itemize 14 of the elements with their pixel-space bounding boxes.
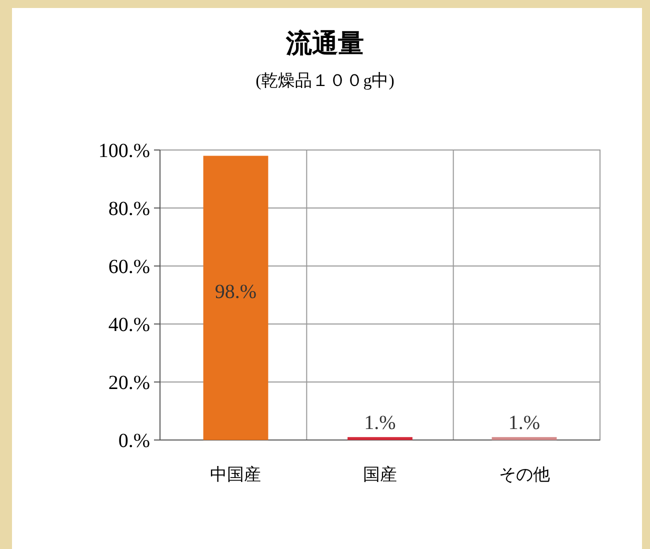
x-tick-label: 国産 — [363, 465, 397, 484]
data-label: 98.% — [214, 280, 257, 303]
data-label: 1.% — [508, 412, 540, 434]
chart-title: 流通量 — [285, 29, 364, 58]
y-tick-label: 20.% — [108, 372, 150, 394]
y-tick-label: 40.% — [108, 314, 150, 336]
y-tick-label: 80.% — [108, 198, 150, 220]
x-tick-label: 中国産 — [210, 465, 262, 484]
x-tick-label: その他 — [498, 465, 550, 484]
y-tick-label: 0.% — [118, 430, 150, 452]
chart-subtitle: (乾燥品１００g中) — [256, 71, 394, 90]
y-tick-label: 60.% — [108, 256, 150, 278]
data-label: 1.% — [364, 412, 396, 434]
y-tick-label: 100.% — [98, 140, 150, 162]
